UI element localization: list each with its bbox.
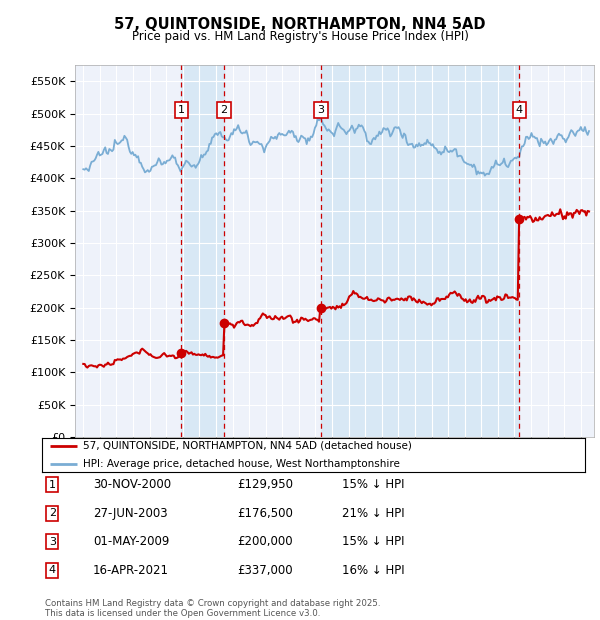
Text: £129,950: £129,950	[237, 479, 293, 491]
Text: 3: 3	[49, 537, 56, 547]
Text: HPI: Average price, detached house, West Northamptonshire: HPI: Average price, detached house, West…	[83, 459, 400, 469]
Text: 4: 4	[515, 105, 523, 115]
Text: 3: 3	[317, 105, 325, 115]
Text: 1: 1	[178, 105, 185, 115]
Text: 2: 2	[221, 105, 227, 115]
Text: 57, QUINTONSIDE, NORTHAMPTON, NN4 5AD: 57, QUINTONSIDE, NORTHAMPTON, NN4 5AD	[114, 17, 486, 32]
Text: £337,000: £337,000	[237, 564, 293, 577]
Text: 30-NOV-2000: 30-NOV-2000	[93, 479, 171, 491]
Text: 1: 1	[49, 480, 56, 490]
Text: 15% ↓ HPI: 15% ↓ HPI	[342, 479, 404, 491]
Text: Contains HM Land Registry data © Crown copyright and database right 2025.
This d: Contains HM Land Registry data © Crown c…	[45, 599, 380, 618]
Text: £176,500: £176,500	[237, 507, 293, 520]
Text: 4: 4	[49, 565, 56, 575]
Text: 16-APR-2021: 16-APR-2021	[93, 564, 169, 577]
Bar	[181, 65, 224, 437]
Text: 16% ↓ HPI: 16% ↓ HPI	[342, 564, 404, 577]
Text: 21% ↓ HPI: 21% ↓ HPI	[342, 507, 404, 520]
Text: 27-JUN-2003: 27-JUN-2003	[93, 507, 167, 520]
Bar	[321, 65, 519, 437]
Text: £200,000: £200,000	[237, 536, 293, 548]
Text: Price paid vs. HM Land Registry's House Price Index (HPI): Price paid vs. HM Land Registry's House …	[131, 30, 469, 43]
Text: 01-MAY-2009: 01-MAY-2009	[93, 536, 169, 548]
Text: 15% ↓ HPI: 15% ↓ HPI	[342, 536, 404, 548]
Text: 57, QUINTONSIDE, NORTHAMPTON, NN4 5AD (detached house): 57, QUINTONSIDE, NORTHAMPTON, NN4 5AD (d…	[83, 441, 412, 451]
Text: 2: 2	[49, 508, 56, 518]
